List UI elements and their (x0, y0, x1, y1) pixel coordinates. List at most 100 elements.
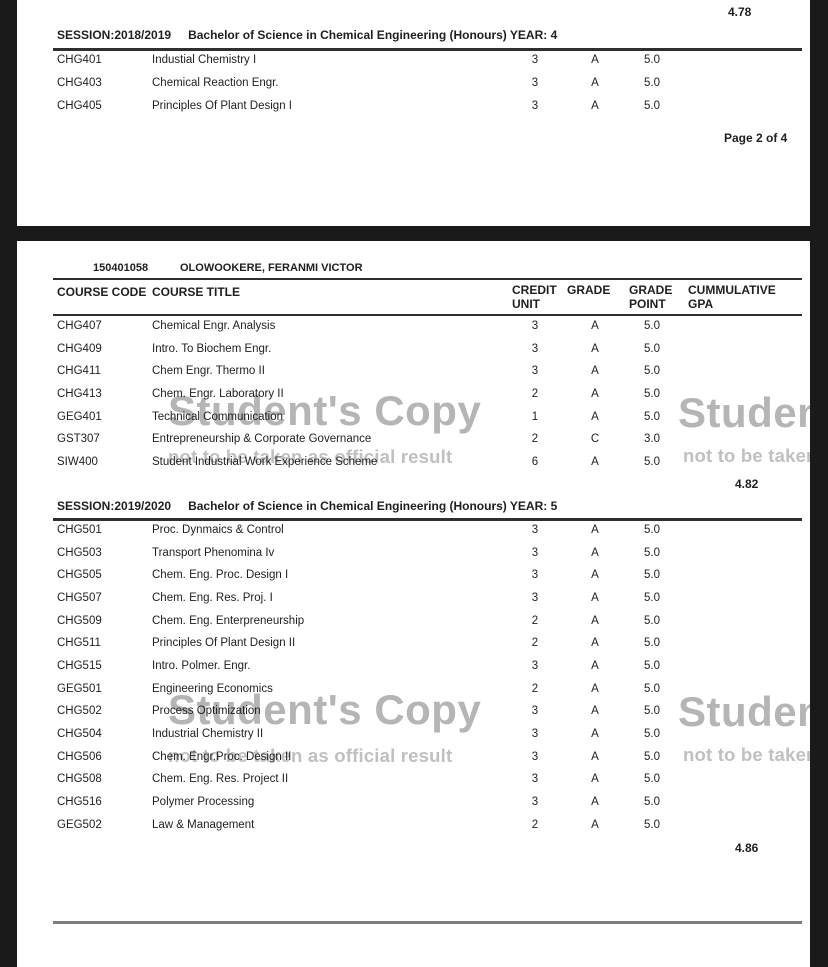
table-row: CHG508 Chem. Eng. Res. Project II 3 A 5.0 (17, 768, 810, 791)
table-row: GEG502 Law & Management 2 A 5.0 (17, 813, 810, 836)
col-course-title: COURSE TITLE (152, 285, 241, 299)
course-code: CHG405 (57, 99, 102, 112)
course-code: CHG409 (57, 342, 102, 355)
pdf-page-2: 4.78 SESSION:2018/2019 Bachelor of Scien… (17, 0, 810, 226)
credit-unit: 2 (531, 818, 539, 831)
credit-unit: 3 (531, 750, 539, 763)
grade: A (591, 818, 599, 831)
course-title: Principles Of Plant Design II (152, 637, 296, 650)
credit-unit: 2 (531, 614, 539, 627)
grade: A (591, 796, 599, 809)
course-title: Chem Engr. Thermo II (152, 365, 265, 378)
credit-unit: 1 (531, 410, 539, 423)
table-row: SIW400 Student Industrial Work Experience… (17, 451, 810, 474)
program-label: Bachelor of Science in Chemical Engineer… (188, 499, 558, 513)
col-grade: GRADE (567, 283, 611, 297)
course-table: CHG401 Industial Chemistry I 3 A 5.0 CHG403 Ch… (17, 49, 810, 117)
credit-unit: 2 (531, 682, 539, 695)
grade: A (591, 387, 599, 400)
table-row: CHG515 Intro. Polmer. Engr. 3 A 5.0 (17, 655, 810, 678)
grade: A (591, 54, 599, 67)
grade-point: 5.0 (644, 705, 660, 718)
cumulative-gpa-value: 4.82 (735, 477, 759, 491)
course-title: Chem. Eng. Enterpreneurship (152, 614, 305, 627)
course-title: Chemical Engr. Analysis (152, 319, 276, 332)
credit-unit: 2 (531, 637, 539, 650)
course-code: CHG502 (57, 705, 102, 718)
grade-point: 5.0 (644, 773, 660, 786)
grade: A (591, 342, 599, 355)
table-row: CHG506 Chem. Engr.Proc. Design II 3 A 5.0 (17, 745, 810, 768)
grade-point: 5.0 (644, 818, 660, 831)
grade-point: 5.0 (644, 523, 660, 536)
course-title: Chem. Eng. Proc. Design I (152, 569, 289, 582)
grade: A (591, 455, 599, 468)
course-code: CHG506 (57, 750, 102, 763)
course-title: Chem. Engr.Proc. Design II (152, 750, 292, 763)
table-row: CHG502 Process Optimization 3 A 5.0 (17, 700, 810, 723)
table-row: GEG501 Engineering Economics 2 A 5.0 (17, 677, 810, 700)
grade-point: 5.0 (644, 387, 660, 400)
course-code: CHG507 (57, 591, 102, 604)
table-row: CHG505 Chem. Eng. Proc. Design I 3 A 5.0 (17, 564, 810, 587)
grade: A (591, 365, 599, 378)
course-code: CHG505 (57, 569, 102, 582)
cumulative-gpa-value: 4.78 (728, 5, 752, 19)
grade-point: 5.0 (644, 342, 660, 355)
course-title: Principles Of Plant Design I (152, 99, 292, 112)
page-number-label: Page 2 of 4 (724, 131, 788, 145)
credit-unit: 2 (531, 433, 539, 446)
credit-unit: 3 (531, 705, 539, 718)
credit-unit: 3 (531, 54, 539, 67)
course-code: CHG411 (57, 365, 101, 378)
table-row: GST307 Entrepreneurship & Corporate Gover… (17, 428, 810, 451)
table-row: CHG401 Industial Chemistry I 3 A 5.0 (17, 49, 810, 72)
student-id: 150401058 (93, 262, 149, 274)
col-grade-point: GRADE POINT (629, 283, 673, 311)
grade-point: 5.0 (644, 569, 660, 582)
course-title: Intro. To Biochem Engr. (152, 342, 272, 355)
session-header: SESSION:2019/2020 Bachelor of Science in… (57, 499, 557, 513)
course-title: Process Optimization (152, 705, 261, 718)
course-code: GEG401 (57, 410, 102, 423)
table-row: CHG411 Chem Engr. Thermo II 3 A 5.0 (17, 360, 810, 383)
credit-unit: 3 (531, 365, 539, 378)
grade: A (591, 728, 599, 741)
credit-unit: 3 (531, 342, 539, 355)
grade: A (591, 659, 599, 672)
col-credit-unit: CREDIT UNIT (512, 283, 557, 311)
credit-unit: 3 (531, 546, 539, 559)
table-row: CHG407 Chemical Engr. Analysis 3 A 5.0 (17, 315, 810, 338)
grade: A (591, 637, 599, 650)
grade: A (591, 546, 599, 559)
credit-unit: 3 (531, 796, 539, 809)
course-code: CHG508 (57, 773, 102, 786)
grade-point: 5.0 (644, 365, 660, 378)
grade-point: 5.0 (644, 410, 660, 423)
course-code: GEG502 (57, 818, 102, 831)
table-row: CHG504 Industrial Chemistry II 3 A 5.0 (17, 723, 810, 746)
footer-divider (53, 921, 802, 924)
course-code: CHG403 (57, 77, 102, 90)
grade-point: 5.0 (644, 614, 660, 627)
course-code: CHG511 (57, 637, 101, 650)
divider (53, 48, 802, 51)
grade: A (591, 750, 599, 763)
divider (53, 518, 802, 521)
grade: A (591, 77, 599, 90)
grade: A (591, 569, 599, 582)
divider (53, 313, 802, 316)
credit-unit: 3 (531, 569, 539, 582)
table-row: CHG516 Polymer Processing 3 A 5.0 (17, 791, 810, 814)
grade: C (590, 433, 600, 446)
course-code: CHG503 (57, 546, 102, 559)
course-code: CHG401 (57, 54, 102, 67)
course-title: Intro. Polmer. Engr. (152, 659, 251, 672)
grade: A (591, 319, 599, 332)
credit-unit: 6 (531, 455, 539, 468)
course-title: Chemical Reaction Engr. (152, 77, 279, 90)
course-title: Industial Chemistry I (152, 54, 257, 67)
grade-point: 5.0 (644, 99, 660, 112)
credit-unit: 3 (531, 728, 539, 741)
